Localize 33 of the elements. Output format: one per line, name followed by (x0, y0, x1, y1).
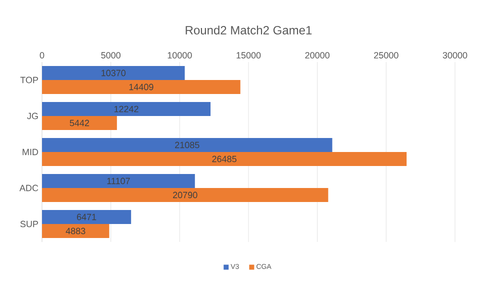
bar (42, 80, 240, 94)
x-tick-label: 30000 (442, 52, 468, 58)
data-label: 10370 (102, 70, 126, 76)
data-label: 14409 (129, 84, 154, 90)
data-label: 5442 (70, 120, 90, 126)
bar (42, 224, 110, 238)
bar (42, 66, 185, 80)
data-label: 6471 (76, 214, 96, 220)
bar (42, 210, 132, 224)
bar (42, 102, 211, 116)
y-tick-label: SUP (20, 220, 38, 228)
bar (42, 152, 407, 166)
data-label: 20790 (173, 192, 198, 198)
data-label: 26485 (212, 156, 236, 162)
bar (42, 188, 328, 202)
data-label: 4883 (66, 228, 86, 234)
x-tick-label: 20000 (305, 52, 330, 58)
x-tick-label: 10000 (168, 52, 192, 58)
y-tick-label: ADC (19, 184, 38, 192)
y-tick-label: JG (27, 112, 38, 120)
y-tick-label: MID (22, 148, 38, 156)
bar (42, 174, 195, 188)
x-tick-label: 0 (40, 52, 44, 58)
data-label: 21085 (175, 142, 200, 148)
x-tick-label: 25000 (374, 52, 398, 58)
x-tick-label: 15000 (236, 52, 261, 58)
bar (42, 138, 332, 152)
y-tick-label: TOP (20, 76, 38, 84)
bar (42, 116, 117, 130)
x-tick-label: 5000 (101, 52, 120, 58)
chart-title: Round2 Match2 Game1 (186, 26, 312, 34)
data-label: 12242 (114, 106, 138, 112)
data-label: 11107 (107, 178, 130, 184)
